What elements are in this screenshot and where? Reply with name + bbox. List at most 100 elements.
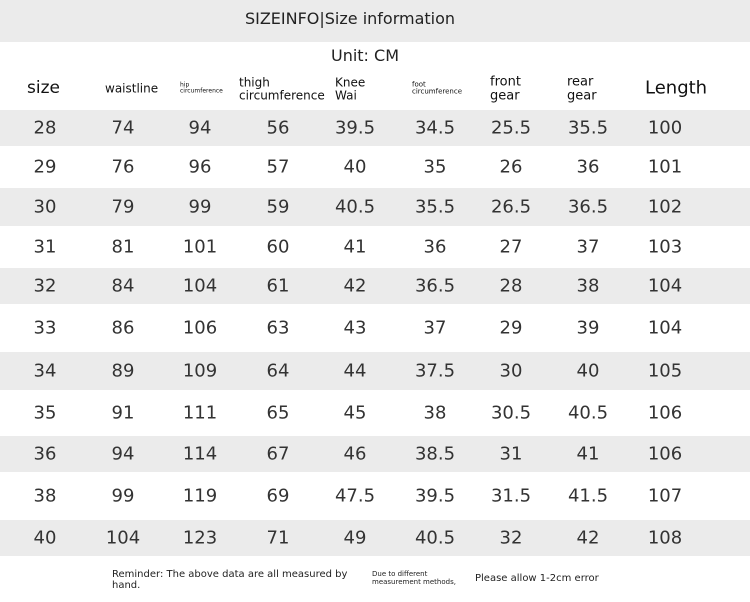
cell: 99 (188, 196, 212, 218)
cell: 71 (266, 527, 290, 549)
cell: 35 (33, 402, 57, 424)
cell: 86 (111, 317, 135, 339)
cell: 104 (105, 527, 141, 549)
cell: 40 (33, 527, 57, 549)
cell: 94 (188, 117, 212, 139)
column-header: thigh circumference (239, 75, 325, 102)
cell: 40.5 (334, 196, 376, 218)
cell: 101 (182, 236, 218, 258)
cell: 106 (182, 317, 218, 339)
cell: 29 (33, 156, 57, 178)
cell: 30.5 (490, 402, 532, 424)
cell: 40 (343, 156, 367, 178)
row-band (0, 520, 750, 556)
cell: 74 (111, 117, 135, 139)
cell: 104 (647, 275, 683, 297)
footer-reminder: Reminder: The above data are all measure… (112, 569, 348, 591)
cell: 38 (423, 402, 447, 424)
cell: 38 (576, 275, 600, 297)
cell: 119 (182, 485, 218, 507)
cell: 63 (266, 317, 290, 339)
cell: 89 (111, 360, 135, 382)
cell: 36.5 (567, 196, 609, 218)
cell: 27 (499, 236, 523, 258)
cell: 44 (343, 360, 367, 382)
row-band (0, 436, 750, 472)
cell: 38.5 (414, 443, 456, 465)
cell: 45 (343, 402, 367, 424)
cell: 40.5 (414, 527, 456, 549)
cell: 59 (266, 196, 290, 218)
column-header: Knee Wai (335, 75, 366, 102)
cell: 76 (111, 156, 135, 178)
cell: 104 (182, 275, 218, 297)
cell: 49 (343, 527, 367, 549)
cell: 40 (576, 360, 600, 382)
cell: 67 (266, 443, 290, 465)
cell: 35.5 (414, 196, 456, 218)
cell: 41 (576, 443, 600, 465)
cell: 100 (647, 117, 683, 139)
column-header: waistline (105, 81, 159, 96)
row-band (0, 268, 750, 304)
cell: 69 (266, 485, 290, 507)
column-header: foot circumference (412, 80, 463, 96)
cell: 39.5 (414, 485, 456, 507)
cell: 46 (343, 443, 367, 465)
cell: 42 (343, 275, 367, 297)
cell: 36.5 (414, 275, 456, 297)
cell: 37 (423, 317, 447, 339)
cell: 32 (33, 275, 57, 297)
cell: 101 (647, 156, 683, 178)
title: SIZEINFO|Size information (244, 9, 456, 28)
cell: 41.5 (567, 485, 609, 507)
cell: 31 (33, 236, 57, 258)
cell: 31.5 (490, 485, 532, 507)
cell: 36 (423, 236, 447, 258)
cell: 106 (647, 402, 683, 424)
cell: 33 (33, 317, 57, 339)
cell: 26 (499, 156, 523, 178)
title-band (0, 0, 750, 42)
cell: 35 (423, 156, 447, 178)
cell: 91 (111, 402, 135, 424)
cell: 47.5 (334, 485, 376, 507)
cell: 30 (499, 360, 523, 382)
cell: 28 (33, 117, 57, 139)
column-header: size (27, 78, 60, 99)
cell: 111 (182, 402, 218, 424)
cell: 103 (647, 236, 683, 258)
cell: 123 (182, 527, 218, 549)
cell: 39.5 (334, 117, 376, 139)
cell: 36 (33, 443, 57, 465)
cell: 84 (111, 275, 135, 297)
row-band (0, 188, 750, 226)
cell: 102 (647, 196, 683, 218)
cell: 94 (111, 443, 135, 465)
cell: 25.5 (490, 117, 532, 139)
cell: 39 (576, 317, 600, 339)
row-band (0, 110, 750, 146)
cell: 34.5 (414, 117, 456, 139)
cell: 26.5 (490, 196, 532, 218)
cell: 104 (647, 317, 683, 339)
column-header: hip circumference (180, 81, 223, 95)
cell: 65 (266, 402, 290, 424)
cell: 56 (266, 117, 290, 139)
cell: 37 (576, 236, 600, 258)
cell: 60 (266, 236, 290, 258)
cell: 38 (33, 485, 57, 507)
cell: 41 (343, 236, 367, 258)
cell: 114 (182, 443, 218, 465)
column-header: Length (645, 77, 708, 99)
cell: 28 (499, 275, 523, 297)
column-header: rear gear (567, 74, 597, 103)
cell: 79 (111, 196, 135, 218)
cell: 61 (266, 275, 290, 297)
unit: Unit: CM (330, 46, 400, 65)
cell: 108 (647, 527, 683, 549)
cell: 64 (266, 360, 290, 382)
row-band (0, 352, 750, 390)
cell: 99 (111, 485, 135, 507)
cell: 37.5 (414, 360, 456, 382)
